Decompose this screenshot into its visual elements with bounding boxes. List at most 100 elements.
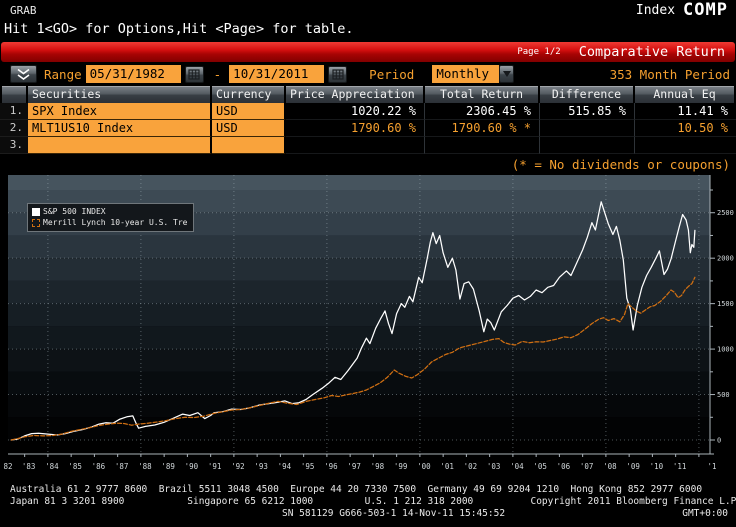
x-tick-label: '84 <box>45 462 59 471</box>
y-tick-label: 1000 <box>717 346 734 354</box>
solid-line-swatch-icon <box>32 207 40 216</box>
x-tick-label: '92 <box>231 462 245 471</box>
x-tick-label: '00 <box>417 462 431 471</box>
calendar-button-end[interactable] <box>328 65 348 83</box>
total-return-value: 2306.45 % <box>425 103 540 120</box>
table-row: 3. <box>0 137 736 154</box>
currency-input[interactable]: USD <box>212 120 286 137</box>
chart-background-band <box>8 280 710 304</box>
table-row: 1. SPX Index USD 1020.22 % 2306.45 % 515.85 %… <box>0 103 736 120</box>
hint-line: Hit 1<GO> for Options,Hit <Page> for tab… <box>4 21 354 37</box>
footer-serial-timestamp: SN 581129 G666-503-1 14-Nov-11 15:45:52 <box>282 508 506 519</box>
x-tick-label: '99 <box>394 462 408 471</box>
range-toolbar: Range 05/31/1982 - 10/31/2011 Period Mon… <box>0 62 736 86</box>
x-tick-label: '02 <box>464 462 478 471</box>
x-tick-label: '05 <box>533 462 547 471</box>
annual-eq-value <box>635 137 736 154</box>
row-number: 3. <box>0 137 28 154</box>
comparative-return-chart: 82 '83 '84 '85 '86 '87 '88 '89 '90 '91 '92 '93 '94 '9… <box>0 175 736 479</box>
x-tick-label: '03 <box>487 462 501 471</box>
top-header: GRAB Index COMP <box>0 0 736 20</box>
x-tick-label: '85 <box>68 462 82 471</box>
legend-item: Merrill Lynch 10-year U.S. Tre <box>32 217 188 228</box>
terminal-footer: Australia 61 2 9777 8600 Brazil 5511 304… <box>0 479 736 526</box>
y-tick-label: 500 <box>717 391 730 399</box>
row-number: 1. <box>0 103 28 120</box>
expand-panel-button[interactable] <box>10 65 37 83</box>
x-tick-label: '91 <box>208 462 222 471</box>
x-tick-label: '94 <box>278 462 292 471</box>
column-header-securities[interactable]: Securities <box>28 86 212 103</box>
x-tick-label: '09 <box>626 462 640 471</box>
period-label: Period <box>369 66 415 82</box>
security-input[interactable]: SPX Index <box>28 103 212 120</box>
y-tick-label: 1500 <box>717 300 734 308</box>
chart-background-band <box>8 175 710 190</box>
total-return-value: 1790.60 % * <box>425 120 540 137</box>
chart-background-band <box>8 349 710 372</box>
currency-input[interactable]: USD <box>212 103 286 120</box>
period-select[interactable]: Monthly <box>432 65 500 83</box>
range-start-input[interactable]: 05/31/1982 <box>85 65 181 83</box>
column-header-total-return[interactable]: Total Return <box>425 86 540 103</box>
price-appreciation-value <box>286 137 425 154</box>
chart-background-band <box>8 394 710 418</box>
column-header-currency[interactable]: Currency <box>212 86 286 103</box>
legend-label: S&P 500 INDEX <box>43 207 106 216</box>
chart-background-band <box>8 235 710 259</box>
column-header-difference[interactable]: Difference <box>540 86 635 103</box>
chart-background-band <box>8 258 710 281</box>
x-tick-label: '89 <box>161 462 175 471</box>
annual-eq-value: 11.41 % <box>635 103 736 120</box>
column-header-price-appreciation[interactable]: Price Appreciation <box>286 86 425 103</box>
x-tick-label: 82 <box>3 462 12 471</box>
difference-value: 515.85 % <box>540 103 635 120</box>
table-header-row: Securities Currency Price Appreciation Tota… <box>0 86 736 103</box>
x-tick-label: '90 <box>185 462 199 471</box>
dividends-note: (* = No dividends or coupons) <box>511 157 730 172</box>
currency-input[interactable] <box>212 137 286 154</box>
app-label: GRAB <box>10 3 37 17</box>
x-tick-label: '83 <box>22 462 36 471</box>
table-row: 2. MLT1US10 Index USD 1790.60 % 1790.60 % * 1… <box>0 120 736 137</box>
difference-value <box>540 120 635 137</box>
page-indicator: Page 1/2 <box>517 47 561 57</box>
chart-background-band <box>8 326 710 350</box>
table-body: 1. SPX Index USD 1020.22 % 2306.45 % 515.85 %… <box>0 103 736 154</box>
x-tick-label: '06 <box>557 462 571 471</box>
table-header-corner <box>0 86 28 103</box>
x-tick-label: '08 <box>603 462 617 471</box>
double-chevron-down-icon <box>17 68 30 80</box>
period-count-status: 353 Month Period <box>609 66 730 82</box>
x-tick-label: '04 <box>510 462 524 471</box>
sp500-series-line <box>10 201 696 441</box>
total-return-value <box>425 137 540 154</box>
security-input[interactable] <box>28 137 212 154</box>
x-tick-label: '93 <box>254 462 268 471</box>
column-header-annual-eq[interactable]: Annual Eq <box>635 86 736 103</box>
row-number: 2. <box>0 120 28 137</box>
dropdown-arrow-icon <box>502 71 511 77</box>
x-tick-label: '98 <box>371 462 385 471</box>
x-tick-label: '97 <box>347 462 361 471</box>
footer-contacts-line1: Australia 61 2 9777 8600 Brazil 5511 304… <box>10 484 703 495</box>
x-tick-label: '95 <box>301 462 315 471</box>
page-title: Comparative Return <box>578 44 725 60</box>
chart-background-band <box>8 371 710 395</box>
x-tick-label: '10 <box>650 462 664 471</box>
range-end-input[interactable]: 10/31/2011 <box>229 65 325 83</box>
calendar-icon <box>188 68 200 80</box>
calendar-button-start[interactable] <box>184 65 204 83</box>
x-tick-label: '87 <box>115 462 129 471</box>
chart-legend: S&P 500 INDEX Merrill Lynch 10-year U.S. … <box>27 203 194 232</box>
x-tick-label: '11 <box>673 462 687 471</box>
period-dropdown-button[interactable] <box>499 65 515 83</box>
security-input[interactable]: MLT1US10 Index <box>28 120 212 137</box>
securities-table: Securities Currency Price Appreciation Tota… <box>0 86 736 154</box>
x-tick-label: '07 <box>580 462 594 471</box>
difference-value <box>540 137 635 154</box>
x-tick-label: '86 <box>92 462 106 471</box>
function-code: COMP <box>683 0 728 20</box>
legend-item: S&P 500 INDEX <box>32 206 188 217</box>
